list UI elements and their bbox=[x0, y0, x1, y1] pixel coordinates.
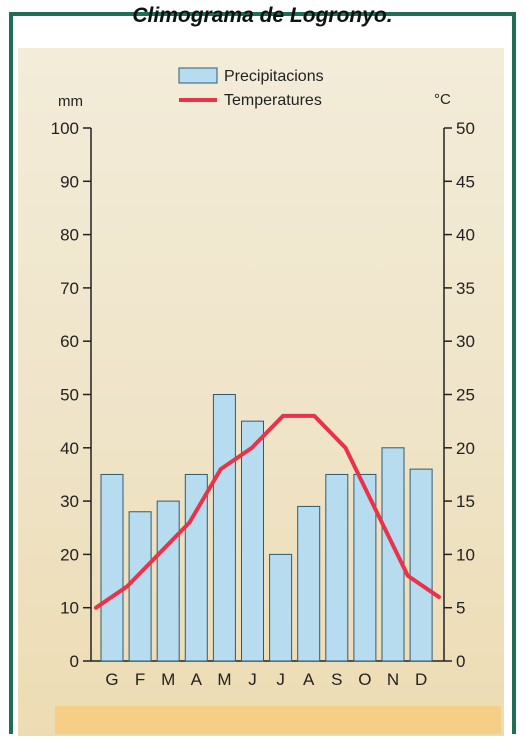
precipitation-bar bbox=[100, 473, 124, 662]
right-tick-label: 45 bbox=[456, 172, 475, 191]
x-tick-label: A bbox=[303, 670, 315, 689]
left-tick-label: 50 bbox=[60, 386, 79, 405]
right-tick-label: 10 bbox=[456, 545, 475, 564]
temperature-line bbox=[94, 413, 441, 610]
left-tick-label: 70 bbox=[60, 279, 79, 298]
left-axis-unit: mm bbox=[58, 93, 83, 110]
x-tick-label: D bbox=[415, 670, 427, 689]
precipitation-bar bbox=[381, 447, 405, 662]
right-axis: 0 5 10 15 20 25 30 35 40 45 50 bbox=[443, 119, 475, 671]
right-tick-label: 50 bbox=[456, 119, 475, 138]
x-tick-label: J bbox=[248, 670, 257, 689]
x-tick-label: A bbox=[191, 670, 203, 689]
legend-label-temperature: Temperatures bbox=[224, 92, 322, 109]
precipitation-bar bbox=[353, 473, 377, 662]
precipitation-bar bbox=[269, 553, 293, 662]
right-tick-label: 35 bbox=[456, 279, 475, 298]
x-tick-label: F bbox=[135, 670, 145, 689]
left-tick-label: 30 bbox=[60, 492, 79, 511]
left-tick-label: 60 bbox=[60, 332, 79, 351]
x-tick-label: M bbox=[217, 670, 231, 689]
right-tick-label: 5 bbox=[456, 599, 465, 618]
chart-title: Climograma de Logronyo. bbox=[132, 4, 393, 27]
left-tick-label: 10 bbox=[60, 599, 79, 618]
legend-label-precipitation: Precipitacions bbox=[224, 68, 324, 85]
legend-swatch-precipitation bbox=[178, 67, 218, 84]
right-tick-label: 0 bbox=[456, 652, 465, 671]
right-tick-label: 30 bbox=[456, 332, 475, 351]
bottom-band bbox=[55, 706, 501, 734]
precipitation-bar bbox=[128, 511, 152, 662]
precipitation-bar bbox=[212, 394, 236, 662]
precipitation-bar bbox=[241, 420, 264, 662]
temperature-polyline bbox=[94, 413, 441, 610]
right-tick-label: 25 bbox=[456, 386, 475, 405]
right-tick-label: 40 bbox=[456, 226, 475, 245]
right-tick-label: 20 bbox=[456, 439, 475, 458]
x-tick-label: N bbox=[387, 670, 399, 689]
precipitation-bar bbox=[184, 473, 208, 662]
left-tick-label: 0 bbox=[70, 652, 79, 671]
precipitation-bar bbox=[409, 468, 433, 662]
right-axis-unit: °C bbox=[434, 91, 451, 108]
left-tick-label: 80 bbox=[60, 226, 79, 245]
left-tick-label: 40 bbox=[60, 439, 79, 458]
left-tick-label: 90 bbox=[60, 172, 79, 191]
x-tick-label: O bbox=[358, 670, 371, 689]
left-tick-label: 20 bbox=[60, 545, 79, 564]
left-tick-label: 100 bbox=[51, 119, 79, 138]
x-tick-label: G bbox=[105, 670, 118, 689]
precipitation-bar bbox=[297, 505, 321, 662]
precipitation-bar bbox=[325, 473, 349, 662]
right-tick-label: 15 bbox=[456, 492, 475, 511]
legend: Precipitacions Temperatures bbox=[178, 67, 324, 109]
x-tick-label: J bbox=[276, 670, 285, 689]
page-frame bbox=[9, 12, 516, 734]
precipitation-bar bbox=[156, 500, 180, 662]
x-tick-label: M bbox=[161, 670, 175, 689]
x-tick-label: S bbox=[331, 670, 342, 689]
